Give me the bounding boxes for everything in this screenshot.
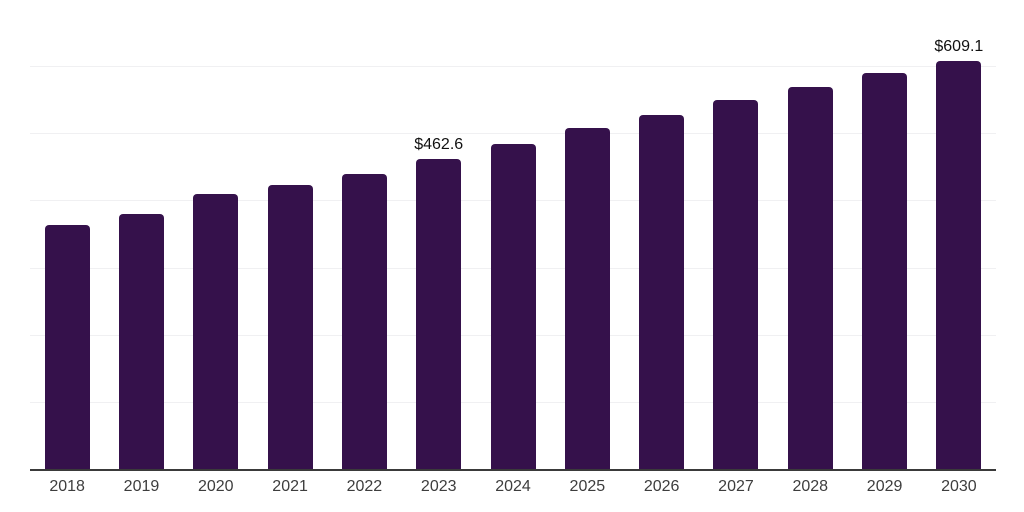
x-tick-label-2024: 2024: [495, 478, 531, 495]
x-tick-label-2022: 2022: [346, 478, 383, 495]
data-label-2023: $462.6: [414, 136, 464, 154]
bar-2019: [118, 213, 164, 470]
x-tick-label-2019: 2019: [123, 478, 160, 495]
x-tick-label-2020: 2020: [197, 478, 234, 495]
bar-2023: [416, 159, 462, 470]
x-tick-label-2030: 2030: [941, 478, 977, 495]
bar-2028: [787, 87, 833, 470]
x-tick-label-2026: 2026: [643, 478, 680, 495]
x-tick-label-2029: 2029: [866, 478, 903, 495]
bar-2025: [564, 128, 610, 470]
x-tick-label-2025: 2025: [569, 478, 606, 495]
gridline: [30, 66, 996, 68]
gridline: [30, 133, 996, 135]
bar-2021: [267, 184, 313, 470]
bar-2022: [341, 174, 387, 470]
x-tick-label-2021: 2021: [272, 478, 308, 495]
x-tick-label-2028: 2028: [792, 478, 829, 495]
plot-area: $462.6 $609.1: [30, 0, 996, 470]
x-axis-labels: 2018 2019 2020 2021 2022 2023 2024 2025 2026 2027…: [30, 478, 996, 496]
x-tick-label-2018: 2018: [49, 478, 85, 495]
bar-2030: [936, 61, 982, 470]
x-tick-label-2027: 2027: [718, 478, 754, 495]
bar-2029: [862, 73, 908, 470]
bar-2024: [490, 143, 536, 470]
data-label-2030: $609.1: [934, 38, 984, 56]
x-tick-label-2023: 2023: [420, 478, 457, 495]
x-axis-line: [30, 469, 996, 471]
bar-2026: [639, 114, 685, 470]
bar-2027: [713, 100, 759, 470]
bar-2020: [193, 193, 239, 470]
bar-2018: [44, 225, 90, 470]
